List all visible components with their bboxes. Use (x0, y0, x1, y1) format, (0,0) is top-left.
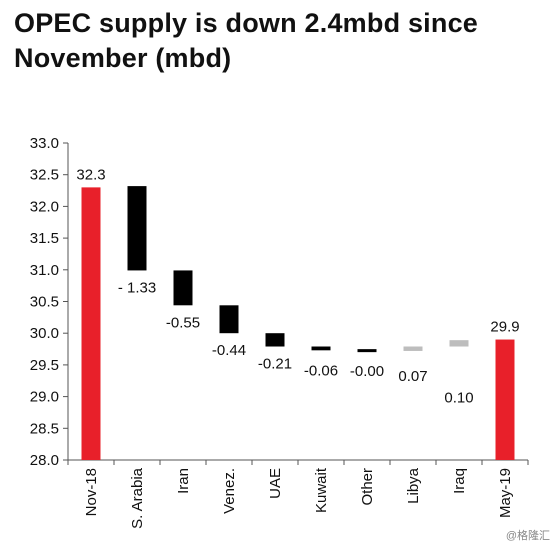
data-label: -0.44 (212, 342, 246, 359)
bar-iran (173, 270, 193, 306)
data-label: - 1.33 (118, 279, 156, 296)
x-tick-label: S. Arabia (129, 467, 146, 529)
data-label: -0.00 (350, 363, 384, 380)
data-label: -0.55 (166, 314, 200, 331)
data-label: 0.07 (398, 368, 427, 385)
y-tick-label: 32.5 (30, 167, 59, 184)
bars (81, 186, 515, 460)
x-tick-label: Libya (405, 467, 422, 504)
x-axis: Nov-18 S. Arabia Iran Venez. UAE Kuwait Other L… (67, 459, 529, 529)
bar-may-19 (495, 339, 515, 460)
data-label: 0.10 (444, 390, 473, 407)
y-tick-label: 28.5 (30, 420, 59, 437)
y-tick-label: 32.0 (30, 198, 59, 215)
bar-uae (265, 333, 285, 347)
x-tick-label: Venez. (221, 468, 238, 514)
data-labels: 32.3 - 1.33 -0.55 -0.44 -0.21 -0.06 -0.00 0.07 0… (76, 166, 519, 406)
x-tick-label: Iraq (451, 468, 468, 494)
bar-s-arabia (127, 186, 147, 271)
x-tick-label: Iran (175, 468, 192, 494)
x-tick-label: Kuwait (313, 467, 330, 513)
y-tick-label: 30.5 (30, 294, 59, 311)
y-tick-label: 30.0 (30, 325, 59, 342)
y-tick-label: 28.0 (30, 452, 59, 469)
x-tick-label: Nov-18 (83, 468, 100, 516)
bar-kuwait (311, 346, 331, 351)
y-tick-label: 33.0 (30, 135, 59, 152)
bar-libya (403, 346, 423, 351)
y-tick-label: 31.0 (30, 262, 59, 279)
data-label: 32.3 (76, 166, 105, 183)
bar-iraq (449, 340, 469, 347)
chart-title: OPEC supply is down 2.4mbd since Novembe… (14, 8, 479, 73)
x-tick-label: Other (359, 468, 376, 506)
x-tick-label: UAE (267, 468, 284, 499)
bar-nov-18 (81, 187, 101, 460)
bar-other (357, 349, 377, 353)
y-axis: 28.0 28.5 29.0 29.5 30.0 30.5 31.0 31.5 32.0 32.5… (30, 135, 69, 469)
x-tick-label: May-19 (497, 468, 514, 518)
y-tick-label: 29.5 (30, 357, 59, 374)
data-label: -0.06 (304, 362, 338, 379)
data-label: 29.9 (490, 319, 519, 336)
bar-venez (219, 305, 239, 334)
y-tick-label: 31.5 (30, 230, 59, 247)
data-label: -0.21 (258, 356, 292, 373)
watermark: @格隆汇 (505, 530, 550, 542)
y-tick-label: 29.0 (30, 389, 59, 406)
